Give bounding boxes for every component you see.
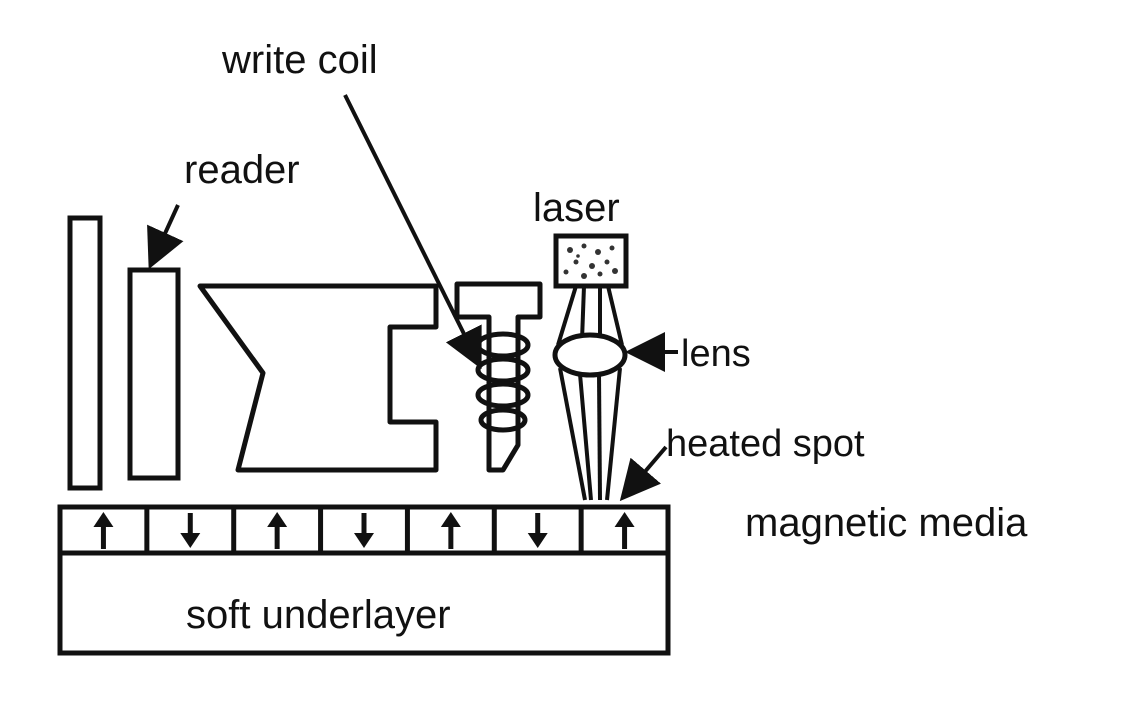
laser-source (553, 233, 629, 289)
up-arrow-icon (614, 512, 635, 527)
lens-label: lens (681, 333, 751, 375)
up-arrow-icon (440, 512, 461, 527)
heated-spot-label: heated spot (666, 423, 865, 465)
lens (552, 332, 628, 378)
write-coil-pointer (343, 94, 482, 370)
reader-label: reader (184, 148, 300, 192)
up-arrow-icon (267, 512, 288, 527)
left-shield (67, 215, 103, 491)
reader-pointer (147, 204, 184, 270)
reader-element (127, 267, 181, 481)
down-arrow-icon (527, 533, 548, 548)
heated-spot-pointer (619, 445, 668, 502)
write-pole (454, 281, 543, 473)
laser-label: laser (533, 186, 620, 230)
laser-beam-lower (558, 367, 622, 501)
down-arrow-icon (354, 533, 374, 548)
write-coil-label: write coil (222, 38, 378, 82)
soft-underlayer (57, 550, 671, 656)
down-arrow-icon (180, 533, 201, 548)
up-arrow-icon (93, 512, 114, 527)
laser-beam-upper (556, 285, 624, 346)
write-coil (475, 331, 531, 433)
soft-underlayer-label: soft underlayer (186, 593, 451, 637)
magnetic-domains (93, 507, 635, 553)
magnetic-media-label: magnetic media (745, 501, 1028, 545)
laser-speckle (563, 243, 618, 279)
return-pole (197, 283, 439, 473)
